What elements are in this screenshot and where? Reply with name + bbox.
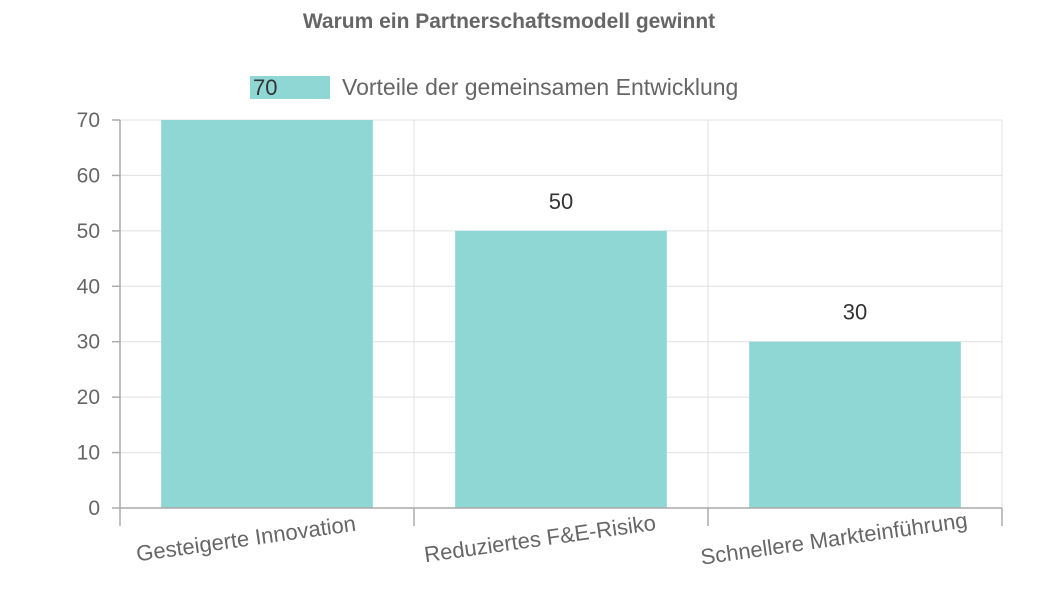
axes [112,119,1003,526]
y-tick-label: 0 [88,497,100,520]
data-label: 30 [843,300,867,325]
y-tick-label: 30 [77,331,100,354]
bars [161,120,961,508]
data-label: 50 [549,189,573,214]
y-tick-label: 70 [77,109,100,132]
y-tick-label: 50 [77,220,100,243]
x-tick-label: Gesteigerte Innovation [135,511,358,567]
y-tick-label: 10 [77,442,100,465]
data-label: 70 [253,75,277,100]
legend[interactable]: Vorteile der gemeinsamen Entwicklung [250,74,738,100]
x-tick-label: Reduziertes F&E-Risiko [423,510,658,567]
legend-swatch [250,76,330,99]
x-tick-label: Schnellere Markteinführung [699,507,969,569]
y-tick-label: 40 [77,275,100,298]
y-tick-label: 20 [77,386,100,409]
y-tick-label: 60 [77,164,100,187]
bar[interactable] [455,230,667,508]
chart-title: Warum ein Partnerschaftsmodell gewinnt [303,10,715,33]
bar[interactable] [161,120,373,508]
bar[interactable] [749,341,961,508]
legend-label: Vorteile der gemeinsamen Entwicklung [342,74,738,100]
